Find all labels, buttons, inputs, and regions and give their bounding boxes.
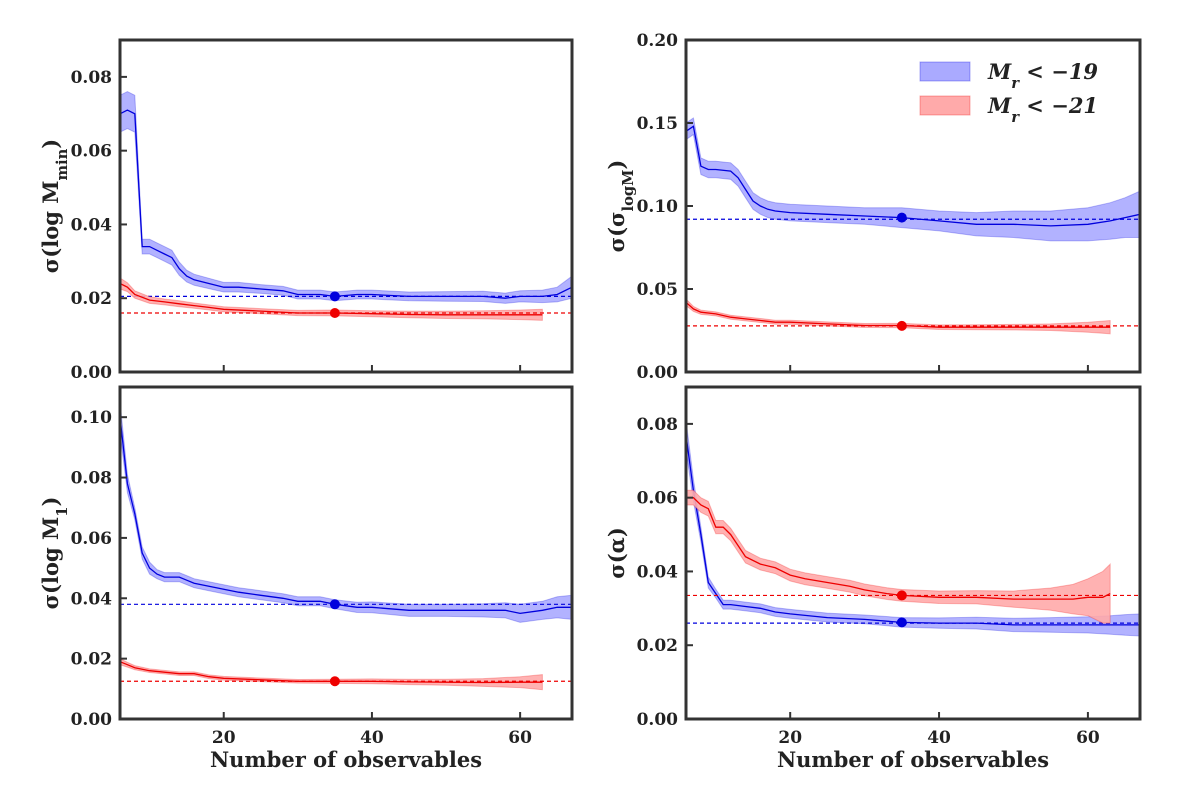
marker-point: [329, 676, 340, 687]
error-band: [686, 420, 1140, 637]
error-band: [686, 298, 1111, 335]
y-tick-label: 0.15: [637, 114, 678, 134]
series-mr-21: [120, 277, 572, 321]
y-tick-label: 0.02: [637, 636, 678, 656]
series-mr-19: [686, 117, 1140, 242]
y-tick-label: 0.08: [71, 68, 112, 88]
legend-label: Mr < −19: [987, 59, 1098, 92]
plot-area: [686, 420, 1140, 637]
y-tick-label: 0.06: [71, 529, 112, 549]
marker-point: [896, 617, 907, 628]
y-axis-label: σ(α): [604, 527, 629, 579]
series-mr-19: [120, 402, 572, 623]
y-tick-label: 0.08: [637, 415, 678, 435]
panel-bottom-right: 0.00 0.02 0.04 0.06 0.08 20 40 60 σ(α) Number of …: [604, 385, 1142, 772]
axes-frame: [118, 385, 574, 721]
y-tick-label: 0.06: [71, 142, 112, 162]
y-tick-label: 0.20: [637, 31, 679, 51]
y-tick-label: 0.00: [637, 710, 679, 730]
x-tick-label: 20: [212, 728, 236, 748]
y-axis-label: σ(log M1): [38, 497, 71, 610]
x-tick-label: 60: [508, 728, 532, 748]
plot-area: [686, 117, 1140, 335]
x-axis-label: Number of observables: [210, 747, 482, 772]
x-tick-label: 20: [778, 728, 802, 748]
x-tick-label: 40: [927, 728, 951, 748]
plot-area: [120, 91, 572, 321]
axes-frame: [118, 38, 574, 374]
legend-swatch: [919, 95, 971, 116]
series-mr-21: [686, 489, 1140, 624]
y-tick-label: 0.10: [637, 197, 679, 217]
error-band: [120, 91, 572, 304]
error-band: [120, 402, 572, 623]
panel-top-left: 0.00 0.02 0.04 0.06 0.08 σ(log Mmin): [38, 38, 574, 383]
series-line: [686, 301, 1111, 328]
series-line: [686, 125, 1140, 227]
series-mr-21: [120, 658, 572, 691]
marker-point: [896, 320, 907, 331]
y-tick-label: 0.06: [637, 489, 678, 509]
y-tick-label: 0.10: [71, 408, 113, 428]
panel-top-right: 0.00 0.05 0.10 0.15 0.20 σ(σlogM): [604, 31, 1142, 383]
marker-point: [329, 307, 340, 318]
series-mr-19: [686, 420, 1140, 637]
error-band: [686, 117, 1140, 242]
marker-point: [896, 590, 907, 601]
marker-point: [329, 291, 340, 302]
y-tick-label: 0.00: [71, 363, 113, 383]
series-line: [686, 434, 1140, 626]
axes-frame: [684, 385, 1142, 721]
series-line: [120, 661, 543, 684]
x-tick-label: 60: [1076, 728, 1100, 748]
series-mr-21: [686, 298, 1140, 335]
series-mr-19: [120, 91, 572, 304]
series-line: [120, 417, 572, 615]
y-tick-label: 0.08: [71, 469, 112, 489]
y-tick-label: 0.04: [637, 562, 679, 582]
legend-label: Mr < −21: [987, 93, 1098, 126]
series-line: [120, 109, 572, 299]
x-tick-label: 40: [360, 728, 384, 748]
y-axis-label: σ(σlogM): [604, 160, 637, 253]
y-tick-label: 0.02: [71, 650, 112, 670]
y-tick-label: 0.04: [71, 215, 113, 235]
x-axis-label: Number of observables: [777, 747, 1049, 772]
marker-point: [329, 599, 340, 610]
y-tick-label: 0.00: [637, 363, 679, 383]
y-tick-label: 0.04: [71, 589, 113, 609]
y-tick-label: 0.05: [637, 280, 678, 300]
y-tick-label: 0.02: [71, 289, 112, 309]
y-axis-label: σ(log Mmin): [38, 139, 71, 273]
series-line: [120, 282, 543, 316]
series-line: [686, 497, 1111, 600]
panel-bottom-left: 0.00 0.02 0.04 0.06 0.08 0.10 20 40 60 σ(log M1) N…: [38, 385, 574, 772]
plot-area: [120, 402, 572, 691]
legend-swatch: [919, 61, 971, 82]
y-tick-label: 0.00: [71, 710, 113, 730]
marker-point: [896, 212, 907, 223]
